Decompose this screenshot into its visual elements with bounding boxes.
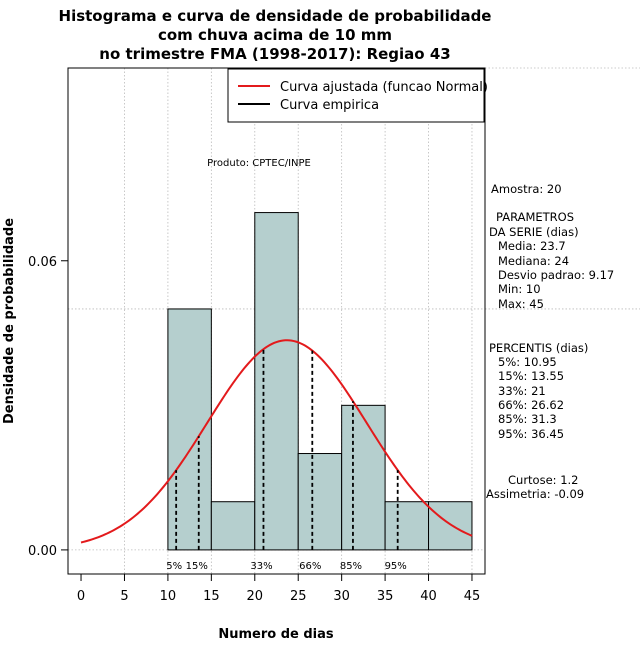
y-tick-label-1: 0.06 (28, 255, 57, 270)
percentile-66: 66%: 26.62 (498, 398, 564, 412)
percentile-15: 15%: 13.55 (498, 369, 564, 383)
x-axis-label: Numero de dias (218, 627, 334, 642)
percentile-label-0: 5% (166, 561, 182, 572)
chart-title-line-2: com chuva acima de 10 mm (158, 26, 392, 44)
percentile-95: 95%: 36.45 (498, 427, 564, 441)
param-stddev: Desvio padrao: 9.17 (498, 268, 614, 282)
x-tick-label-3: 15 (203, 589, 220, 604)
param-max: Max: 45 (498, 297, 544, 311)
product-annotation: Produto: CPTEC/INPE (207, 158, 311, 169)
stats-panel: Amostra: 20 PARAMETROS DA SERIE (dias) M… (486, 182, 614, 501)
x-tick-label-5: 25 (290, 589, 307, 604)
x-axis: 0 5 10 15 20 25 30 35 40 45 (77, 574, 480, 604)
x-tick-label-4: 20 (247, 589, 264, 604)
legend-fitted-label: Curva ajustada (funcao Normal) (280, 80, 488, 95)
percentile-label-5: 95% (385, 561, 407, 572)
param-min: Min: 10 (498, 282, 541, 296)
percentile-33: 33%: 21 (498, 384, 546, 398)
percentile-label-4: 85% (340, 561, 362, 572)
sample-size: Amostra: 20 (491, 182, 562, 196)
percentile-85: 85%: 31.3 (498, 412, 557, 426)
x-tick-label-6: 30 (333, 589, 350, 604)
percentile-lines (175, 349, 399, 550)
chart-title-line-1: Histograma e curva de densidade de proba… (59, 7, 492, 25)
histogram-bar-1 (210, 501, 256, 551)
param-median: Mediana: 24 (498, 254, 569, 268)
x-tick-label-8: 40 (420, 589, 437, 604)
chart-title-line-3: no trimestre FMA (1998-2017): Regiao 43 (99, 45, 450, 63)
y-axis: 0.00 0.06 (28, 255, 68, 559)
percentiles-title: PERCENTIS (dias) (489, 341, 588, 355)
legend: Curva ajustada (funcao Normal) Curva emp… (227, 68, 488, 123)
fitted-curve-group (80, 339, 473, 544)
histogram-bar-5 (384, 501, 430, 551)
percentile-5: 5%: 10.95 (498, 355, 557, 369)
plot-frame (67, 67, 486, 575)
percentile-labels: 5% 15% 33% 66% 85% 95% (166, 561, 407, 572)
percentile-label-3: 66% (299, 561, 321, 572)
x-tick-label-1: 5 (120, 589, 128, 604)
x-tick-label-0: 0 (77, 589, 85, 604)
y-tick-label-0: 0.00 (28, 544, 57, 559)
fitted-normal-curve (80, 339, 473, 544)
histogram-bar-0 (167, 308, 212, 551)
skewness: Assimetria: -0.09 (486, 487, 584, 501)
params-title-2: DA SERIE (dias) (489, 225, 579, 239)
kurtosis: Curtose: 1.2 (508, 473, 578, 487)
x-tick-label-7: 35 (377, 589, 394, 604)
histogram-bar-4 (341, 404, 386, 551)
legend-box (227, 68, 485, 123)
histogram-bar-6 (428, 501, 473, 551)
percentile-label-1: 15% (186, 561, 208, 572)
y-axis-label: Densidade de probabilidade (2, 218, 17, 424)
param-mean: Media: 23.7 (498, 239, 566, 253)
histogram-bars (167, 212, 473, 551)
histogram-bar-3 (297, 453, 343, 551)
histogram-bar-2 (254, 212, 299, 551)
percentile-label-2: 33% (250, 561, 272, 572)
params-title-1: PARAMETROS (496, 210, 574, 224)
legend-empirical-label: Curva empirica (280, 98, 379, 113)
x-tick-label-2: 10 (160, 589, 177, 604)
x-tick-label-9: 45 (464, 589, 481, 604)
